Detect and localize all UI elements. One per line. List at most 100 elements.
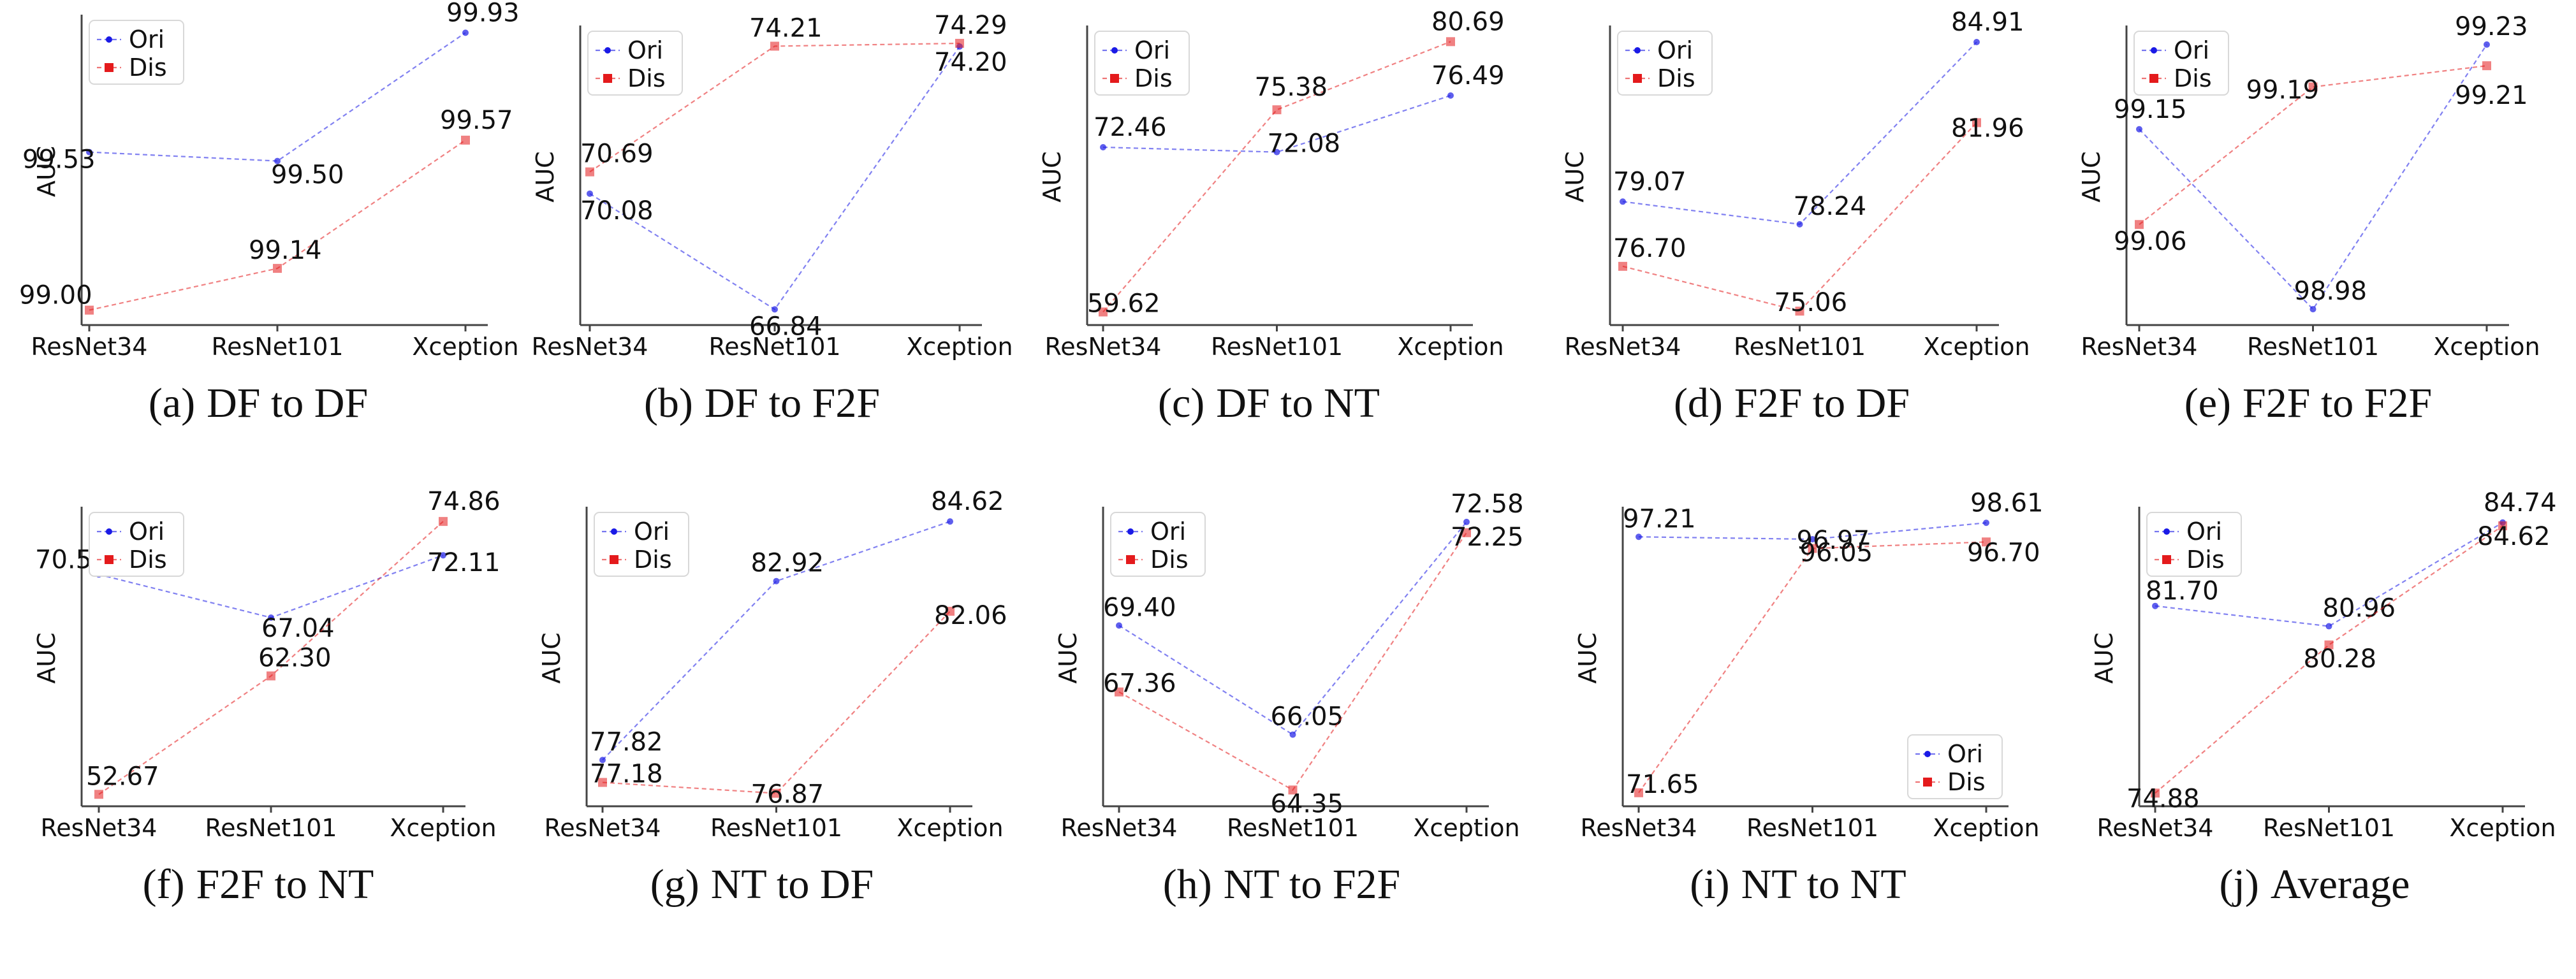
x-tick-label: Xception [1923, 333, 2030, 361]
x-tick-label: ResNet101 [2247, 333, 2379, 361]
panel-caption: (c) DF to NT [1014, 379, 1524, 428]
x-tick-label: Xception [2433, 333, 2540, 361]
data-label: 52.67 [86, 762, 159, 791]
legend-marker-ori-icon [106, 528, 112, 535]
data-point-dis [267, 671, 275, 681]
chart-panel-j: ResNet34 ResNet101 Xception AUC 81.70 80.96 84… [2090, 488, 2557, 842]
x-tick-label: ResNet101 [1734, 333, 1866, 361]
data-label: 66.05 [1271, 702, 1344, 732]
data-label: 72.25 [1451, 523, 1524, 552]
data-point-dis [1099, 307, 1108, 317]
legend-marker-dis-icon [1110, 74, 1119, 83]
legend-marker-dis-icon [603, 74, 612, 83]
series-line-ori [2139, 44, 2487, 310]
panel-caption: (f) F2F to NT [3, 860, 513, 909]
data-label: 77.18 [590, 760, 663, 789]
caption-text: DF to F2F [704, 380, 881, 426]
y-axis-label: AUC [1054, 632, 1082, 683]
data-point-dis [2482, 61, 2491, 71]
data-label: 72.46 [1094, 113, 1167, 142]
data-point-ori [1116, 622, 1122, 629]
data-label: 82.92 [751, 549, 824, 578]
legend-label-dis: Dis [1657, 64, 1695, 92]
legend-label-ori: Ori [129, 25, 165, 54]
data-label: 82.06 [934, 601, 1007, 630]
x-tick-label: Xception [2449, 814, 2556, 842]
data-label: 98.98 [2294, 277, 2367, 306]
x-tick-label: ResNet101 [1227, 814, 1359, 842]
legend-marker-dis-icon [2162, 555, 2171, 564]
legend-marker-ori-icon [1924, 751, 1931, 757]
panel-caption: (i) NT to NT [1543, 860, 2053, 909]
data-point-ori [462, 29, 469, 36]
legend-marker-dis-icon [1923, 778, 1932, 787]
caption-letter: (c) [1158, 380, 1205, 426]
series-line-ori [2155, 521, 2503, 627]
data-point-dis [1115, 687, 1123, 697]
legend-label-dis: Dis [1150, 546, 1189, 574]
data-label: 81.70 [2146, 577, 2219, 606]
legend-marker-dis-icon [1126, 555, 1135, 564]
x-tick-label: ResNet34 [1061, 814, 1178, 842]
data-label: 74.20 [934, 48, 1007, 77]
x-tick-label: ResNet34 [1045, 333, 1162, 361]
x-tick-label: ResNet34 [532, 333, 648, 361]
y-axis-label: AUC [33, 632, 61, 683]
series-line-dis [2155, 525, 2503, 794]
data-label: 76.87 [751, 780, 824, 809]
data-point-dis [770, 41, 779, 51]
x-tick-label: ResNet34 [31, 333, 148, 361]
legend-label-ori: Ori [634, 518, 670, 546]
legend-label-ori: Ori [1150, 518, 1186, 546]
caption-letter: (b) [643, 380, 693, 426]
x-tick-label: ResNet101 [211, 333, 343, 361]
x-tick-label: ResNet101 [2263, 814, 2395, 842]
panel-caption: (j) Average [2060, 860, 2570, 909]
data-point-dis [1272, 105, 1282, 115]
legend-marker-ori-icon [1127, 528, 1134, 535]
data-point-dis [1462, 528, 1471, 537]
data-label: 79.07 [1613, 167, 1687, 196]
legend-marker-ori-icon [1634, 47, 1641, 54]
legend-label-ori: Ori [1947, 740, 1983, 768]
chart-panel-i: ResNet34 ResNet101 XceptionAUC97.2196.9798… [1574, 488, 2044, 842]
data-point-dis [461, 135, 470, 145]
data-point-dis [1808, 544, 1817, 553]
data-point-dis [946, 607, 955, 616]
data-label: 74.88 [2126, 784, 2200, 813]
data-label: 72.58 [1451, 490, 1524, 519]
data-label: 99.19 [2246, 75, 2320, 105]
data-label: 67.36 [1103, 669, 1176, 699]
data-point-ori [1796, 221, 1803, 228]
caption-text: F2F to DF [1734, 380, 1910, 426]
x-tick-label: Xception [1397, 333, 1504, 361]
data-point-ori [274, 157, 281, 164]
x-tick-label: ResNet34 [545, 814, 661, 842]
data-label: 98.61 [1970, 488, 2044, 518]
legend-marker-ori-icon [2163, 528, 2170, 535]
data-label: 84.62 [931, 487, 1004, 516]
data-label: 99.15 [2114, 95, 2187, 124]
series-line-ori [1638, 522, 1987, 540]
x-tick-label: Xception [906, 333, 1013, 361]
data-label: 71.65 [1626, 770, 1699, 799]
data-label: 70.69 [580, 140, 654, 169]
caption-letter: (j) [2219, 861, 2259, 908]
legend-marker-dis-icon [1633, 74, 1642, 83]
data-label: 99.23 [2455, 12, 2528, 41]
data-point-dis [2324, 640, 2334, 649]
data-point-dis [2498, 521, 2507, 530]
data-point-ori [1273, 149, 1280, 156]
data-label: 59.62 [1087, 289, 1160, 318]
data-point-ori [1983, 519, 1989, 526]
data-label: 78.24 [1794, 192, 1867, 221]
data-label: 62.30 [258, 643, 332, 672]
legend-label-dis: Dis [634, 546, 672, 574]
data-label: 84.74 [2484, 488, 2557, 518]
